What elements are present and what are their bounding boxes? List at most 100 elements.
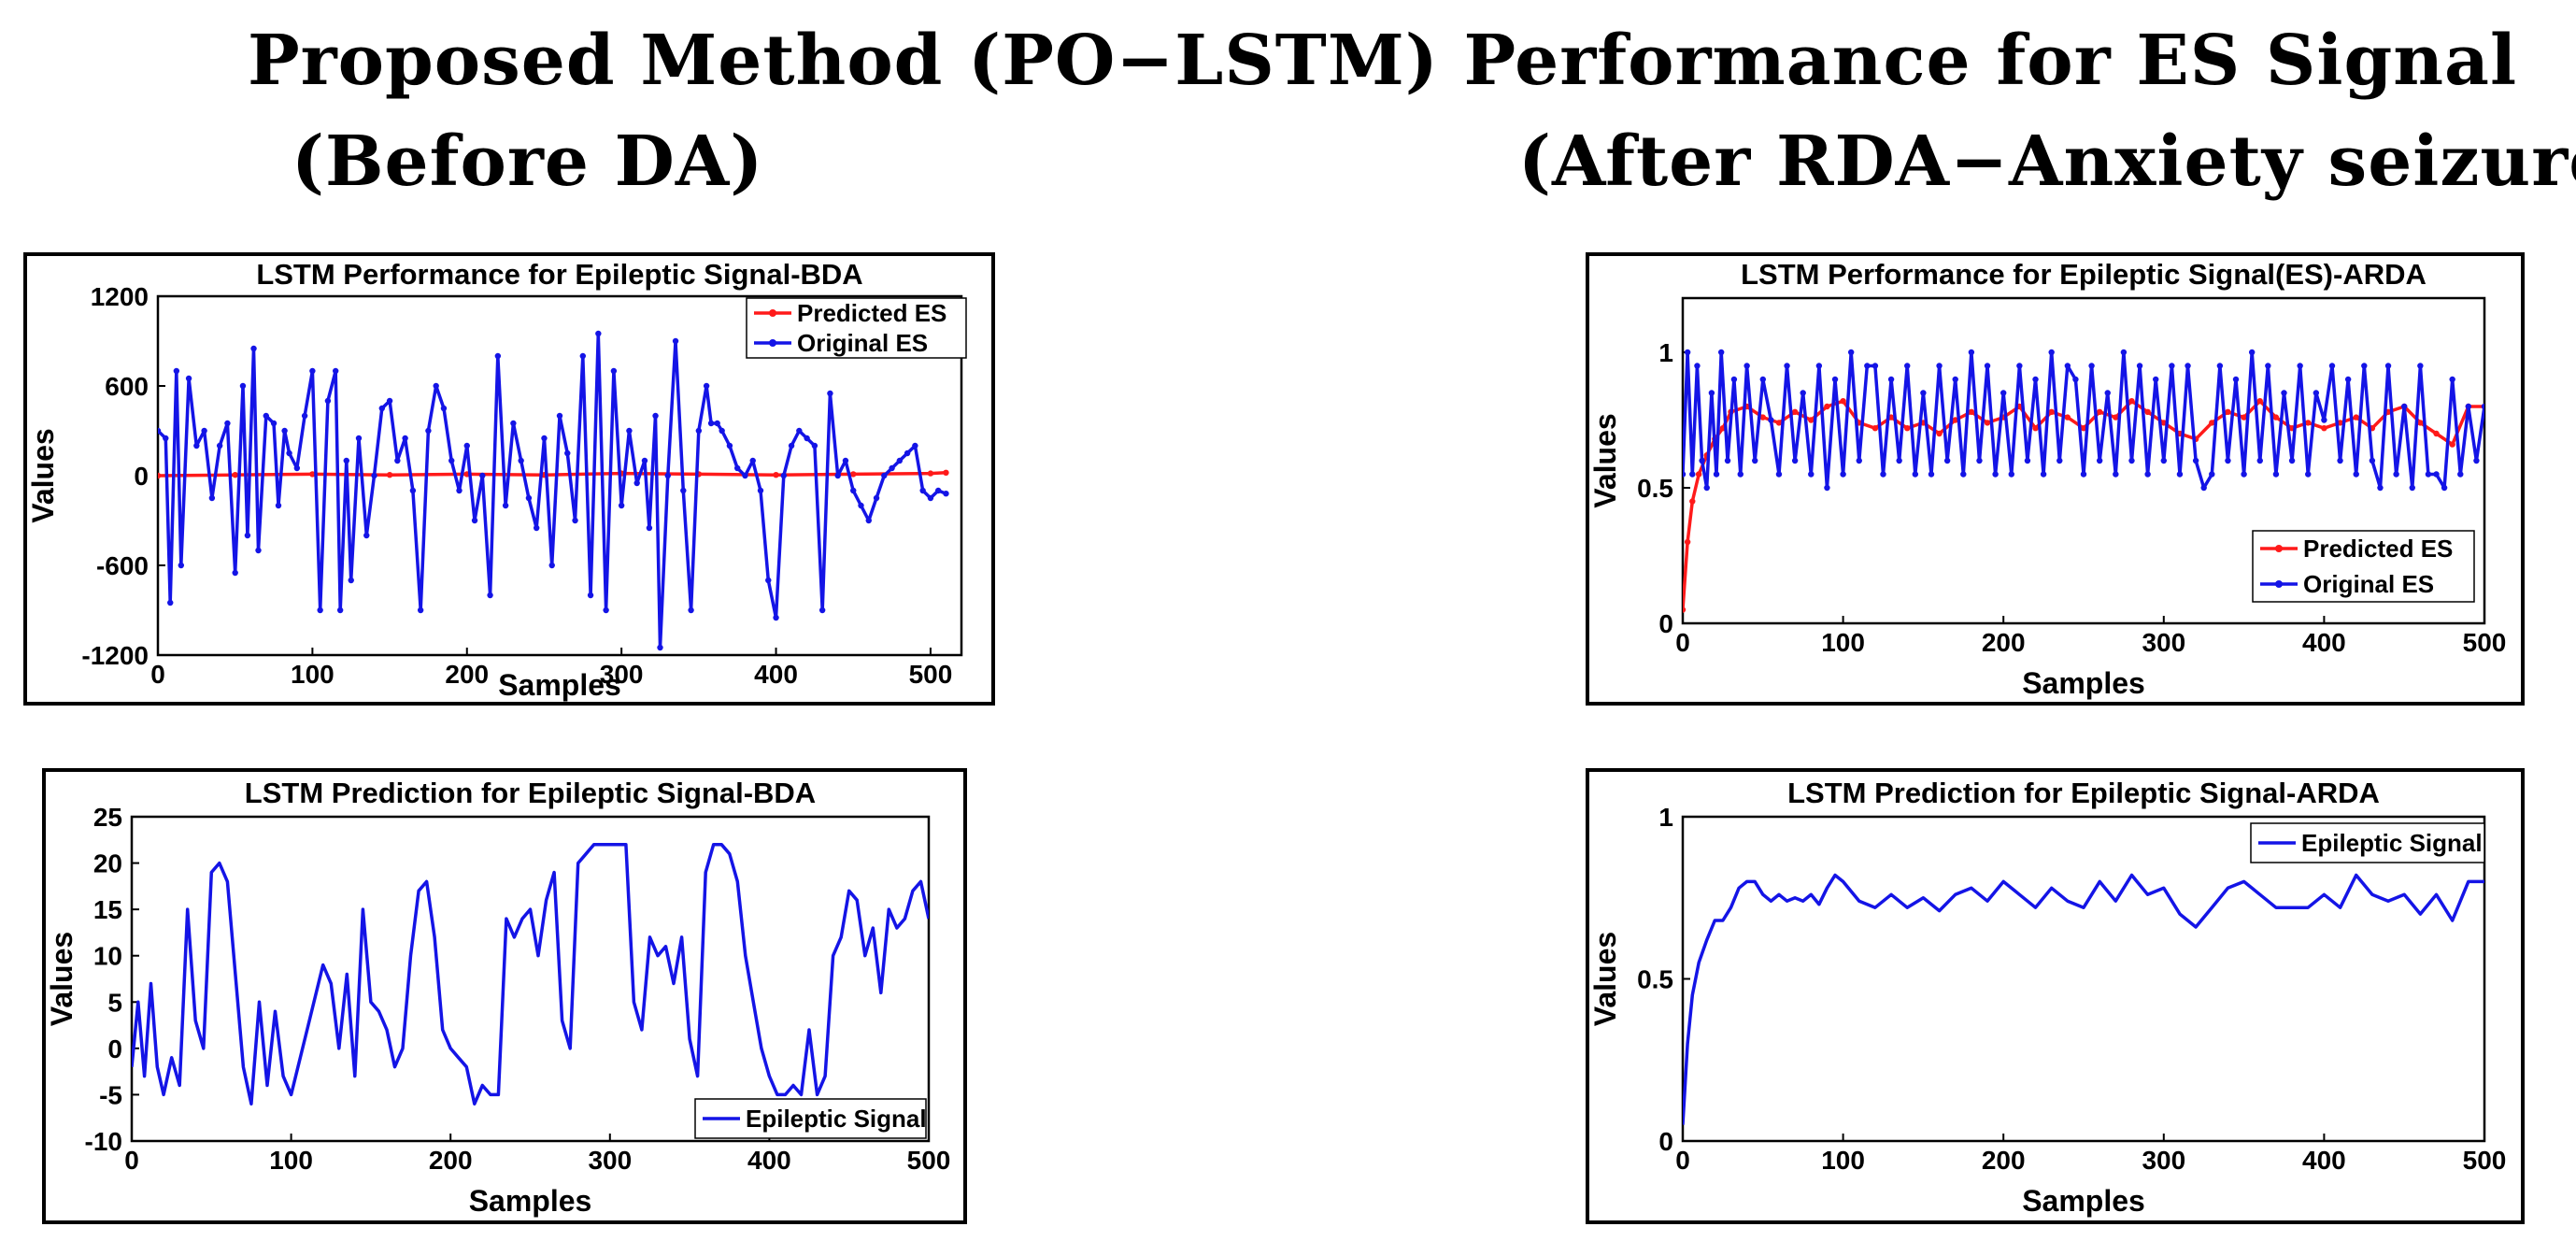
data-point: [336, 606, 344, 614]
data-point: [1743, 363, 1750, 369]
data-point: [1689, 471, 1696, 478]
data-point: [1920, 390, 1927, 396]
data-point: [2449, 376, 2455, 383]
data-point: [2144, 471, 2151, 478]
data-point: [1684, 538, 1691, 546]
data-point: [2305, 471, 2312, 478]
data-point: [2200, 484, 2207, 492]
y-tick-label: 5: [107, 988, 122, 1017]
data-point: [2088, 363, 2095, 369]
data-point: [2192, 457, 2199, 464]
data-point: [173, 367, 180, 375]
legend-marker: [769, 339, 776, 347]
chart-pred-arda: 0 0.5 1 0 100 200 300 400 500 LSTM Prediction for…: [1589, 777, 2506, 1218]
data-point: [1968, 408, 1975, 415]
data-point: [896, 457, 904, 464]
legend: Epileptic Signal: [694, 1098, 927, 1139]
data-point: [2337, 457, 2343, 464]
data-point: [1952, 417, 1958, 423]
data-point: [1912, 471, 1919, 478]
left-subtitle: (Before DA): [292, 121, 764, 202]
data-point: [158, 427, 162, 435]
data-point: [1856, 457, 1862, 464]
data-point: [927, 470, 934, 477]
data-point: [2232, 376, 2240, 383]
data-point: [1724, 457, 1731, 464]
data-point: [646, 524, 653, 532]
data-point: [2064, 363, 2071, 369]
chart-panel-perf-bda: -1200 -600 0 600 1200 0 100 200 300 400 500 LSTM Pe…: [23, 252, 995, 706]
data-point: [556, 412, 563, 420]
data-point: [1784, 363, 1790, 369]
y-tick-label: 20: [93, 849, 122, 878]
data-point: [680, 487, 687, 494]
series-group: [132, 842, 929, 1106]
data-point: [1808, 471, 1815, 478]
y-tick-label: 15: [93, 895, 122, 924]
data-point: [1713, 471, 1720, 478]
data-point: [1775, 471, 1783, 478]
data-point: [363, 532, 370, 539]
data-point: [1694, 363, 1701, 369]
data-point: [456, 487, 463, 494]
data-point: [2449, 441, 2455, 448]
data-point: [255, 547, 262, 554]
data-point: [2000, 390, 2007, 396]
data-point: [2433, 471, 2440, 478]
x-tick-label: 500: [909, 660, 953, 689]
data-point: [664, 472, 671, 479]
data-point: [355, 435, 363, 442]
legend-label: Epileptic Signal: [2301, 829, 2483, 857]
data-point: [167, 599, 174, 606]
data-point: [780, 472, 788, 479]
data-point: [2024, 457, 2031, 464]
data-point: [726, 442, 733, 449]
data-point: [1936, 363, 1943, 369]
data-point: [2016, 363, 2023, 369]
data-point: [2457, 471, 2464, 478]
data-point: [1695, 471, 1702, 478]
y-axis-label: Values: [27, 428, 60, 522]
series-line-epileptic-signal: [1683, 873, 2484, 1125]
data-point: [479, 472, 486, 479]
figure-title: Proposed Method (PO−LSTM) Performance fo…: [248, 21, 2518, 101]
data-point: [943, 469, 949, 476]
x-tick-label: 100: [1821, 1146, 1865, 1175]
x-tick-label: 300: [588, 1146, 632, 1175]
data-point: [2096, 408, 2103, 415]
data-point: [1943, 457, 1951, 464]
data-point: [2008, 471, 2014, 478]
data-point: [2256, 398, 2263, 405]
data-point: [224, 420, 231, 427]
data-point: [324, 397, 332, 405]
y-tick-label: 0: [1658, 1127, 1673, 1156]
data-point: [749, 457, 756, 464]
data-point: [2113, 414, 2119, 421]
data-point: [633, 479, 640, 487]
data-point: [804, 435, 810, 442]
data-point: [610, 367, 618, 375]
data-point: [1872, 425, 1879, 432]
data-point: [2441, 484, 2448, 492]
x-tick-label: 400: [754, 660, 798, 689]
data-point: [2128, 457, 2135, 464]
data-point: [2353, 414, 2359, 421]
x-tick-label: 0: [124, 1146, 139, 1175]
data-point: [2409, 484, 2415, 492]
data-point: [525, 494, 533, 502]
legend-box: [746, 297, 967, 359]
data-point: [943, 491, 949, 497]
data-point: [881, 472, 888, 479]
x-tick-label: 400: [2302, 628, 2346, 657]
data-point: [919, 487, 926, 494]
data-point: [1976, 457, 1983, 464]
data-point: [2160, 457, 2167, 464]
data-point: [1824, 403, 1830, 410]
data-point: [270, 420, 278, 427]
data-point: [1968, 349, 1975, 356]
data-point: [2384, 363, 2392, 369]
data-point: [695, 427, 703, 435]
data-point: [742, 472, 748, 479]
data-point: [239, 382, 247, 390]
data-point: [2305, 420, 2312, 426]
